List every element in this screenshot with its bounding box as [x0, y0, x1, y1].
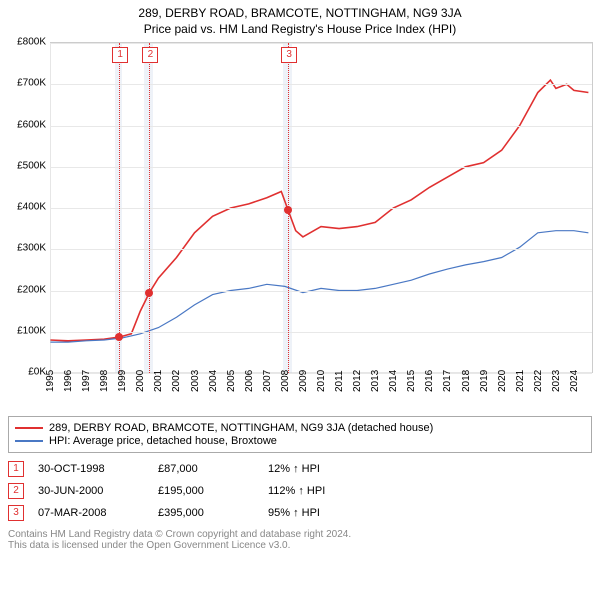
x-tick-label: 1999	[117, 370, 128, 392]
legend-swatch	[15, 427, 43, 429]
x-tick-label: 2024	[569, 370, 580, 392]
sale-events: 1 30-OCT-1998 £87,000 12% ↑ HPI 2 30-JUN…	[8, 461, 592, 521]
x-tick-label: 2018	[461, 370, 472, 392]
chart-subtitle: Price paid vs. HM Land Registry's House …	[8, 22, 592, 36]
y-tick-label: £600K	[8, 119, 46, 130]
y-tick-label: £300K	[8, 243, 46, 254]
x-tick-label: 2007	[262, 370, 273, 392]
legend-label: HPI: Average price, detached house, Brox…	[49, 435, 277, 447]
x-tick-label: 2008	[280, 370, 291, 392]
x-tick-label: 2013	[370, 370, 381, 392]
x-tick-label: 2004	[208, 370, 219, 392]
event-price: £395,000	[158, 507, 268, 519]
legend: 289, DERBY ROAD, BRAMCOTE, NOTTINGHAM, N…	[8, 416, 592, 453]
x-tick-label: 2021	[515, 370, 526, 392]
y-tick-label: £200K	[8, 284, 46, 295]
x-tick-label: 1996	[63, 370, 74, 392]
y-tick-label: £700K	[8, 78, 46, 89]
x-tick-label: 2022	[533, 370, 544, 392]
footer-line: This data is licensed under the Open Gov…	[8, 540, 592, 551]
x-tick-label: 1998	[99, 370, 110, 392]
y-tick-label: £0K	[8, 367, 46, 378]
x-tick-label: 2006	[244, 370, 255, 392]
chart-title: 289, DERBY ROAD, BRAMCOTE, NOTTINGHAM, N…	[8, 6, 592, 20]
event-price: £87,000	[158, 463, 268, 475]
event-marker-icon: 1	[112, 47, 128, 63]
event-marker-icon: 3	[8, 505, 24, 521]
x-tick-label: 2017	[442, 370, 453, 392]
sale-dot-icon	[284, 206, 292, 214]
event-date: 30-JUN-2000	[38, 485, 158, 497]
y-tick-label: £400K	[8, 202, 46, 213]
legend-item: 289, DERBY ROAD, BRAMCOTE, NOTTINGHAM, N…	[15, 422, 585, 434]
y-axis-labels: £0K£100K£200K£300K£400K£500K£600K£700K£8…	[8, 42, 48, 372]
x-tick-label: 1995	[45, 370, 56, 392]
y-tick-label: £800K	[8, 37, 46, 48]
sale-event: 3 07-MAR-2008 £395,000 95% ↑ HPI	[8, 505, 592, 521]
legend-item: HPI: Average price, detached house, Brox…	[15, 435, 585, 447]
footer: Contains HM Land Registry data © Crown c…	[8, 529, 592, 551]
footer-line: Contains HM Land Registry data © Crown c…	[8, 529, 592, 540]
event-price: £195,000	[158, 485, 268, 497]
event-pct: 12% ↑ HPI	[268, 463, 320, 475]
event-marker-icon: 2	[142, 47, 158, 63]
series-line	[50, 231, 588, 342]
x-tick-label: 2010	[316, 370, 327, 392]
x-tick-label: 2023	[551, 370, 562, 392]
x-tick-label: 2009	[298, 370, 309, 392]
x-tick-label: 2005	[226, 370, 237, 392]
event-date: 07-MAR-2008	[38, 507, 158, 519]
event-marker-icon: 3	[281, 47, 297, 63]
legend-label: 289, DERBY ROAD, BRAMCOTE, NOTTINGHAM, N…	[49, 422, 433, 434]
x-tick-label: 2002	[171, 370, 182, 392]
x-tick-label: 2020	[497, 370, 508, 392]
chart-container: { "title": "289, DERBY ROAD, BRAMCOTE, N…	[0, 0, 600, 590]
plot: 12 3	[50, 42, 593, 373]
y-tick-label: £500K	[8, 160, 46, 171]
sale-event: 2 30-JUN-2000 £195,000 112% ↑ HPI	[8, 483, 592, 499]
legend-swatch	[15, 440, 43, 442]
x-tick-label: 2011	[334, 370, 345, 392]
sale-dot-icon	[115, 333, 123, 341]
x-tick-label: 2019	[479, 370, 490, 392]
y-tick-label: £100K	[8, 325, 46, 336]
x-tick-label: 2015	[406, 370, 417, 392]
plot-area: £0K£100K£200K£300K£400K£500K£600K£700K£8…	[8, 42, 592, 412]
x-tick-label: 2001	[153, 370, 164, 392]
event-pct: 95% ↑ HPI	[268, 507, 320, 519]
sale-dot-icon	[145, 289, 153, 297]
event-date: 30-OCT-1998	[38, 463, 158, 475]
event-marker-icon: 1	[8, 461, 24, 477]
sale-event: 1 30-OCT-1998 £87,000 12% ↑ HPI	[8, 461, 592, 477]
x-tick-label: 2016	[424, 370, 435, 392]
x-tick-label: 2000	[135, 370, 146, 392]
x-tick-label: 2003	[190, 370, 201, 392]
event-marker-icon: 2	[8, 483, 24, 499]
x-tick-label: 2012	[352, 370, 363, 392]
x-axis-labels: 1995199619971998199920002001200220032004…	[50, 374, 592, 412]
series-line	[50, 80, 588, 341]
x-tick-label: 1997	[81, 370, 92, 392]
x-tick-label: 2014	[388, 370, 399, 392]
event-pct: 112% ↑ HPI	[268, 485, 325, 497]
